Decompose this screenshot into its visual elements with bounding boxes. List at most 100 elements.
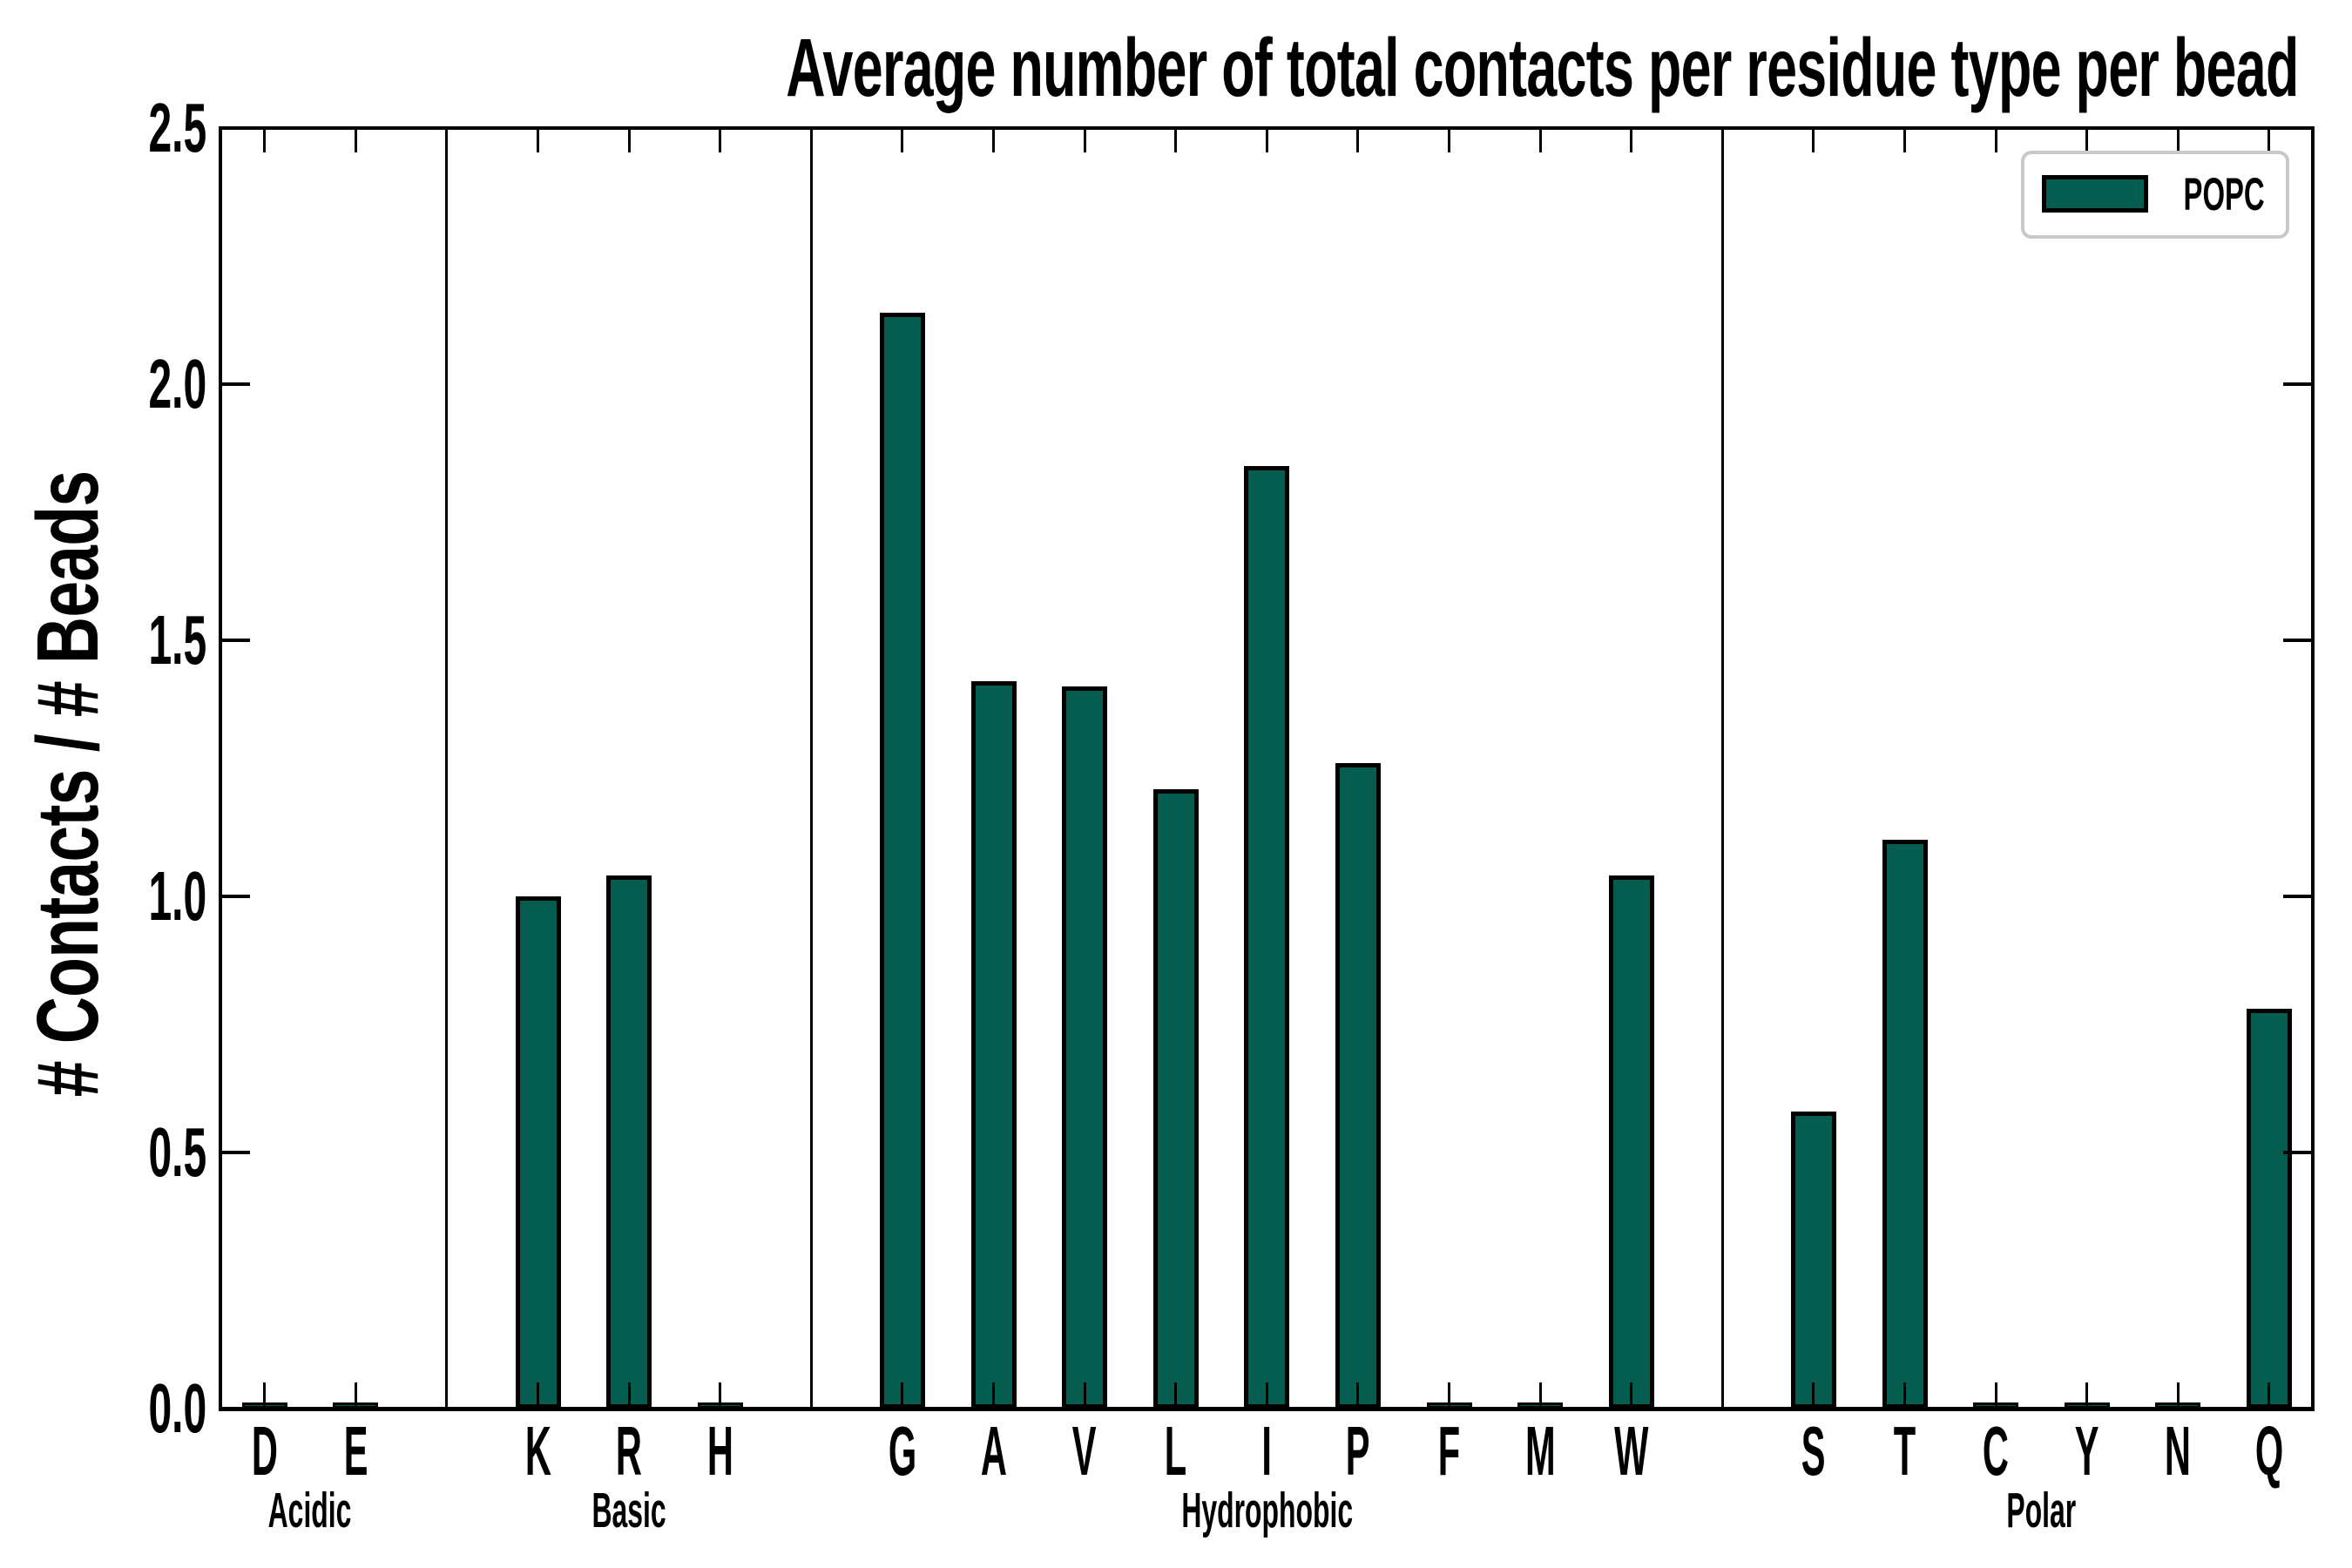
x-tick-bottom-Y	[2085, 1382, 2089, 1409]
axis-spine-left	[219, 126, 222, 1411]
x-tick-top-N	[2176, 130, 2180, 152]
y-tick-label-0.5: 0.5	[15, 1118, 206, 1187]
y-tick-label-1.0: 1.0	[15, 862, 206, 931]
y-tick-label-text-2.0: 2.0	[148, 345, 206, 422]
x-tick-label-S: S	[1748, 1416, 1879, 1486]
x-tick-bottom-H	[719, 1382, 722, 1409]
x-tick-label-text-M: M	[1524, 1412, 1556, 1490]
x-tick-top-A	[992, 130, 995, 152]
bar-Q	[2246, 1009, 2292, 1409]
x-tick-top-T	[1903, 130, 1906, 152]
x-tick-bottom-V	[1083, 1382, 1086, 1409]
y-tick-label-text-1.5: 1.5	[148, 601, 206, 679]
y-tick-right-1.5	[2283, 639, 2311, 642]
x-tick-top-F	[1448, 130, 1450, 152]
x-tick-label-text-S: S	[1801, 1412, 1826, 1490]
x-tick-label-V: V	[1019, 1416, 1150, 1486]
x-tick-label-T: T	[1840, 1416, 1970, 1486]
x-tick-bottom-R	[627, 1382, 631, 1409]
chart-title-text: Average number of total contacts per res…	[786, 22, 2299, 114]
group-divider-2	[1720, 130, 1724, 1409]
x-tick-top-C	[1994, 130, 1997, 152]
group-label-hydrophobic: Hydrophobic	[1049, 1480, 1484, 1541]
legend-label-wrap: POPC	[2155, 154, 2293, 235]
x-tick-bottom-P	[1356, 1382, 1360, 1409]
x-tick-bottom-N	[2176, 1382, 2180, 1409]
y-tick-label-text-0.5: 0.5	[148, 1113, 206, 1191]
x-tick-top-I	[1265, 130, 1268, 152]
x-tick-label-text-Q: Q	[2254, 1412, 2284, 1490]
x-tick-top-Q	[2268, 130, 2271, 152]
x-tick-label-text-C: C	[1983, 1412, 2010, 1490]
group-label-basic: Basic	[411, 1480, 847, 1541]
bar-V	[1062, 686, 1108, 1409]
x-tick-label-N: N	[2112, 1416, 2243, 1486]
x-tick-top-S	[1812, 130, 1815, 152]
x-tick-top-E	[354, 130, 357, 152]
y-tick-left-1.5	[222, 639, 250, 642]
x-tick-label-text-R: R	[616, 1412, 643, 1490]
x-tick-bottom-L	[1174, 1382, 1178, 1409]
x-tick-label-text-L: L	[1164, 1412, 1187, 1490]
x-tick-top-P	[1356, 130, 1360, 152]
x-tick-label-W: W	[1566, 1416, 1697, 1486]
bar-R	[606, 875, 652, 1409]
x-tick-top-H	[719, 130, 722, 152]
bar-P	[1335, 763, 1381, 1409]
x-tick-bottom-F	[1448, 1382, 1450, 1409]
y-tick-right-0.5	[2283, 1151, 2311, 1154]
group-label-polar: Polar	[1823, 1480, 2259, 1541]
bar-T	[1882, 840, 1928, 1409]
x-tick-bottom-W	[1630, 1382, 1633, 1409]
x-tick-label-H: H	[655, 1416, 786, 1486]
bar-L	[1152, 788, 1199, 1409]
x-tick-top-G	[901, 130, 904, 152]
x-tick-bottom-M	[1538, 1382, 1542, 1409]
x-tick-label-D: D	[199, 1416, 330, 1486]
x-tick-label-text-N: N	[2165, 1412, 2192, 1490]
legend-swatch-popc	[2042, 175, 2148, 213]
x-tick-bottom-E	[354, 1382, 357, 1409]
y-tick-right-1.0	[2283, 895, 2311, 898]
x-tick-top-Y	[2085, 130, 2089, 152]
y-tick-label-2.5: 2.5	[15, 93, 206, 163]
x-tick-bottom-T	[1903, 1382, 1906, 1409]
group-label-text-hydrophobic: Hydrophobic	[1180, 1483, 1353, 1538]
x-tick-label-text-T: T	[1893, 1412, 1916, 1490]
x-tick-label-text-D: D	[251, 1412, 278, 1490]
bar-G	[879, 312, 925, 1409]
x-tick-bottom-C	[1994, 1382, 1997, 1409]
x-tick-label-E: E	[290, 1416, 421, 1486]
x-tick-label-C: C	[1930, 1416, 2061, 1486]
x-tick-label-text-H: H	[706, 1412, 733, 1490]
y-tick-label-text-2.5: 2.5	[148, 89, 206, 166]
axis-spine-top	[219, 126, 2315, 130]
x-tick-label-text-G: G	[888, 1412, 917, 1490]
x-tick-label-L: L	[1111, 1416, 1241, 1486]
axis-spine-bottom	[219, 1407, 2315, 1411]
x-tick-bottom-G	[901, 1382, 904, 1409]
x-tick-label-text-W: W	[1614, 1412, 1649, 1490]
chart-title: Average number of total contacts per res…	[396, 24, 2299, 112]
x-tick-top-L	[1174, 130, 1178, 152]
group-divider-0	[445, 130, 449, 1409]
x-tick-label-R: R	[564, 1416, 694, 1486]
x-tick-label-text-K: K	[524, 1412, 551, 1490]
y-tick-label-text-1.0: 1.0	[148, 857, 206, 935]
group-label-text-acidic: Acidic	[268, 1483, 352, 1538]
x-tick-bottom-A	[992, 1382, 995, 1409]
x-tick-bottom-Q	[2268, 1382, 2271, 1409]
x-tick-label-F: F	[1384, 1416, 1515, 1486]
x-tick-label-A: A	[929, 1416, 1059, 1486]
x-tick-label-Y: Y	[2022, 1416, 2153, 1486]
x-tick-label-text-F: F	[1437, 1412, 1461, 1490]
group-divider-1	[809, 130, 813, 1409]
bar-S	[1790, 1111, 1836, 1409]
y-tick-label-1.5: 1.5	[15, 605, 206, 675]
x-tick-label-K: K	[473, 1416, 604, 1486]
group-label-acidic: Acidic	[92, 1480, 528, 1541]
y-axis-label-text: # Contacts / # Beads	[19, 470, 117, 1098]
y-tick-left-1.0	[222, 895, 250, 898]
x-tick-label-text-E: E	[343, 1412, 368, 1490]
